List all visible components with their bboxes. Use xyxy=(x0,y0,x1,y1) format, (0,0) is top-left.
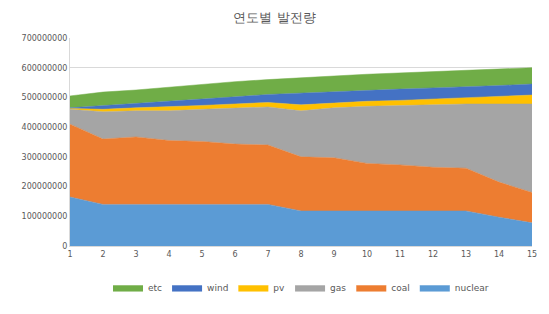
svg-text:1: 1 xyxy=(67,250,72,259)
svg-text:wind: wind xyxy=(207,283,228,293)
svg-text:100000000: 100000000 xyxy=(22,212,68,221)
svg-text:400000000: 400000000 xyxy=(22,123,68,132)
svg-text:300000000: 300000000 xyxy=(22,153,68,162)
svg-text:7: 7 xyxy=(265,250,270,259)
svg-text:0: 0 xyxy=(62,242,67,251)
svg-text:연도별 발전량: 연도별 발전량 xyxy=(233,10,315,25)
svg-text:10: 10 xyxy=(362,250,372,259)
svg-text:12: 12 xyxy=(428,250,438,259)
svg-text:pv: pv xyxy=(273,283,285,293)
svg-text:13: 13 xyxy=(461,250,471,259)
svg-text:500000000: 500000000 xyxy=(22,93,68,102)
svg-text:gas: gas xyxy=(330,283,346,293)
svg-text:8: 8 xyxy=(298,250,303,259)
svg-text:14: 14 xyxy=(494,250,504,259)
svg-text:9: 9 xyxy=(331,250,336,259)
svg-text:700000000: 700000000 xyxy=(22,34,68,43)
svg-text:15: 15 xyxy=(527,250,537,259)
svg-text:3: 3 xyxy=(133,250,138,259)
svg-text:11: 11 xyxy=(395,250,405,259)
svg-text:5: 5 xyxy=(199,250,204,259)
svg-text:coal: coal xyxy=(391,283,409,293)
svg-text:6: 6 xyxy=(232,250,237,259)
svg-text:etc: etc xyxy=(148,283,162,293)
svg-text:4: 4 xyxy=(166,250,171,259)
svg-text:200000000: 200000000 xyxy=(22,182,68,191)
svg-text:600000000: 600000000 xyxy=(22,64,68,73)
svg-text:nuclear: nuclear xyxy=(455,283,489,293)
svg-text:2: 2 xyxy=(100,250,105,259)
